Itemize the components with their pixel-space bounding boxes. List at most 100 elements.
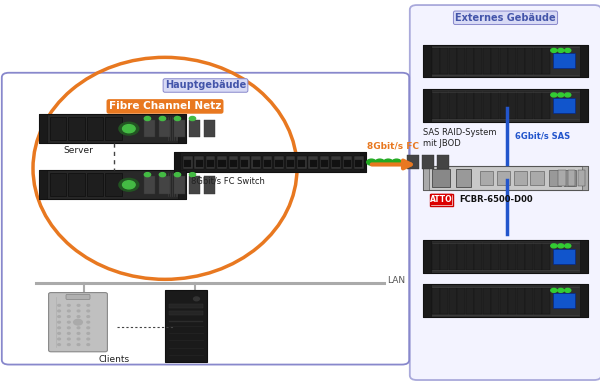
FancyBboxPatch shape xyxy=(449,288,457,314)
Text: ATTO: ATTO xyxy=(430,195,453,204)
Circle shape xyxy=(67,327,70,329)
FancyBboxPatch shape xyxy=(174,152,366,172)
FancyBboxPatch shape xyxy=(580,89,588,122)
Circle shape xyxy=(87,316,89,317)
FancyBboxPatch shape xyxy=(206,156,215,169)
FancyBboxPatch shape xyxy=(297,156,307,169)
FancyBboxPatch shape xyxy=(553,249,575,264)
FancyBboxPatch shape xyxy=(165,290,207,362)
FancyBboxPatch shape xyxy=(440,243,448,269)
FancyBboxPatch shape xyxy=(580,45,588,77)
FancyBboxPatch shape xyxy=(491,48,499,74)
FancyBboxPatch shape xyxy=(526,288,533,314)
FancyBboxPatch shape xyxy=(360,152,366,172)
FancyBboxPatch shape xyxy=(217,156,227,169)
FancyBboxPatch shape xyxy=(229,156,238,169)
Circle shape xyxy=(58,338,61,340)
FancyBboxPatch shape xyxy=(321,160,328,167)
FancyBboxPatch shape xyxy=(466,48,474,74)
FancyBboxPatch shape xyxy=(174,120,185,137)
FancyBboxPatch shape xyxy=(218,160,226,167)
FancyBboxPatch shape xyxy=(423,89,431,122)
FancyBboxPatch shape xyxy=(68,173,85,197)
FancyBboxPatch shape xyxy=(178,114,186,143)
FancyBboxPatch shape xyxy=(264,160,271,167)
Circle shape xyxy=(558,244,564,248)
FancyBboxPatch shape xyxy=(423,166,588,190)
FancyBboxPatch shape xyxy=(514,171,527,185)
Circle shape xyxy=(58,332,61,334)
Circle shape xyxy=(190,116,196,121)
Circle shape xyxy=(551,93,557,97)
FancyBboxPatch shape xyxy=(105,173,122,197)
Circle shape xyxy=(67,338,70,340)
FancyBboxPatch shape xyxy=(500,243,508,269)
FancyBboxPatch shape xyxy=(343,156,352,169)
FancyBboxPatch shape xyxy=(423,166,429,190)
Circle shape xyxy=(175,173,181,176)
Circle shape xyxy=(119,122,139,135)
FancyBboxPatch shape xyxy=(534,243,542,269)
Circle shape xyxy=(67,344,70,346)
Text: Clients: Clients xyxy=(98,355,130,364)
Text: Server: Server xyxy=(63,146,93,155)
Circle shape xyxy=(551,48,557,52)
FancyBboxPatch shape xyxy=(517,48,525,74)
FancyBboxPatch shape xyxy=(432,243,440,269)
FancyBboxPatch shape xyxy=(508,92,516,118)
Circle shape xyxy=(58,327,61,329)
FancyBboxPatch shape xyxy=(422,155,434,169)
FancyBboxPatch shape xyxy=(475,92,482,118)
FancyBboxPatch shape xyxy=(174,152,180,172)
FancyBboxPatch shape xyxy=(500,288,508,314)
FancyBboxPatch shape xyxy=(466,92,474,118)
FancyBboxPatch shape xyxy=(308,156,318,169)
FancyBboxPatch shape xyxy=(483,288,491,314)
Circle shape xyxy=(77,344,80,346)
Circle shape xyxy=(58,344,61,346)
FancyBboxPatch shape xyxy=(508,288,516,314)
FancyBboxPatch shape xyxy=(582,166,588,190)
Text: 8Gbit/s FC: 8Gbit/s FC xyxy=(367,142,419,151)
FancyBboxPatch shape xyxy=(491,243,499,269)
FancyBboxPatch shape xyxy=(332,160,340,167)
FancyBboxPatch shape xyxy=(553,53,575,68)
Circle shape xyxy=(77,321,80,323)
FancyBboxPatch shape xyxy=(184,160,191,167)
FancyBboxPatch shape xyxy=(298,160,305,167)
FancyBboxPatch shape xyxy=(568,170,575,186)
FancyBboxPatch shape xyxy=(287,160,294,167)
FancyBboxPatch shape xyxy=(483,48,491,74)
Text: 6Gbit/s SAS: 6Gbit/s SAS xyxy=(515,132,570,141)
FancyBboxPatch shape xyxy=(432,92,440,118)
FancyBboxPatch shape xyxy=(542,243,550,269)
FancyBboxPatch shape xyxy=(483,243,491,269)
Text: 8Gbit/s FC Switch: 8Gbit/s FC Switch xyxy=(191,177,265,186)
FancyBboxPatch shape xyxy=(68,117,85,140)
FancyBboxPatch shape xyxy=(553,293,575,308)
FancyBboxPatch shape xyxy=(207,160,214,167)
FancyBboxPatch shape xyxy=(344,160,351,167)
Circle shape xyxy=(58,321,61,323)
FancyBboxPatch shape xyxy=(39,114,186,143)
Circle shape xyxy=(558,48,564,52)
FancyBboxPatch shape xyxy=(542,48,550,74)
FancyBboxPatch shape xyxy=(457,243,466,269)
Circle shape xyxy=(74,319,82,325)
Circle shape xyxy=(87,310,89,312)
FancyBboxPatch shape xyxy=(196,160,203,167)
FancyBboxPatch shape xyxy=(423,45,431,77)
Text: Fibre Channel Netz: Fibre Channel Netz xyxy=(109,101,221,111)
FancyBboxPatch shape xyxy=(144,120,155,137)
FancyBboxPatch shape xyxy=(580,284,588,317)
Circle shape xyxy=(77,327,80,329)
Circle shape xyxy=(67,305,70,306)
FancyBboxPatch shape xyxy=(508,243,516,269)
FancyBboxPatch shape xyxy=(456,169,471,187)
Circle shape xyxy=(67,321,70,323)
Circle shape xyxy=(375,159,385,165)
FancyBboxPatch shape xyxy=(440,288,448,314)
FancyBboxPatch shape xyxy=(39,170,186,199)
FancyBboxPatch shape xyxy=(491,92,499,118)
Circle shape xyxy=(87,305,89,306)
